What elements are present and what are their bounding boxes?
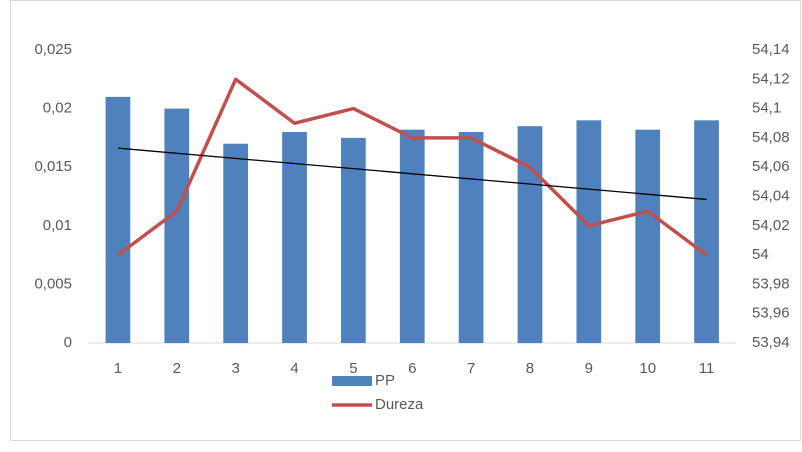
legend-label: Dureza <box>375 396 424 413</box>
bar <box>458 132 484 343</box>
x-tick-label: 7 <box>467 360 475 377</box>
bar <box>635 129 661 343</box>
bar <box>282 132 307 343</box>
y2-tick-label: 53,96 <box>752 305 790 322</box>
legend-label: PP <box>375 372 395 389</box>
x-tick-label: 6 <box>408 360 416 377</box>
y2-tick-label: 54,06 <box>752 158 790 175</box>
line <box>116 77 708 257</box>
y2-tick-label: 54,08 <box>752 129 790 146</box>
y2-tick-label: 53,98 <box>752 275 790 292</box>
y-tick-label: 0,015 <box>34 158 72 175</box>
x-tick-label: 1 <box>114 360 122 377</box>
bar <box>399 129 425 343</box>
bar <box>223 143 249 343</box>
bar <box>517 126 543 344</box>
y2-tick-label: 54,14 <box>752 41 790 58</box>
x-tick-label: 8 <box>526 360 534 377</box>
chart-frame <box>10 0 801 441</box>
x-tick-label: 5 <box>349 360 357 377</box>
legend-swatch <box>332 376 372 386</box>
y2-tick-label: 54,1 <box>752 100 781 117</box>
bar <box>105 96 131 343</box>
x-tick-label: 9 <box>585 360 593 377</box>
bar <box>576 120 602 343</box>
x-tick-label: 10 <box>639 360 656 377</box>
x-tick-label: 4 <box>290 360 298 377</box>
y2-tick-label: 53,94 <box>752 334 790 351</box>
y2-tick-label: 54,04 <box>752 187 790 204</box>
bar <box>164 108 190 343</box>
x-tick-label: 2 <box>173 360 181 377</box>
y-tick-label: 0,01 <box>43 217 72 234</box>
y2-tick-label: 54 <box>752 246 769 263</box>
bar <box>341 137 366 343</box>
y-tick-label: 0 <box>64 334 72 351</box>
y2-tick-label: 54,12 <box>752 70 790 87</box>
x-tick-label: 3 <box>231 360 239 377</box>
trend-line <box>117 147 707 201</box>
y-tick-label: 0,005 <box>34 275 72 292</box>
x-tick-label: 11 <box>699 360 715 377</box>
bar <box>694 120 719 343</box>
y2-tick-label: 54,02 <box>752 217 790 234</box>
y-tick-label: 0,025 <box>34 41 72 58</box>
y-tick-label: 0,02 <box>43 100 72 117</box>
